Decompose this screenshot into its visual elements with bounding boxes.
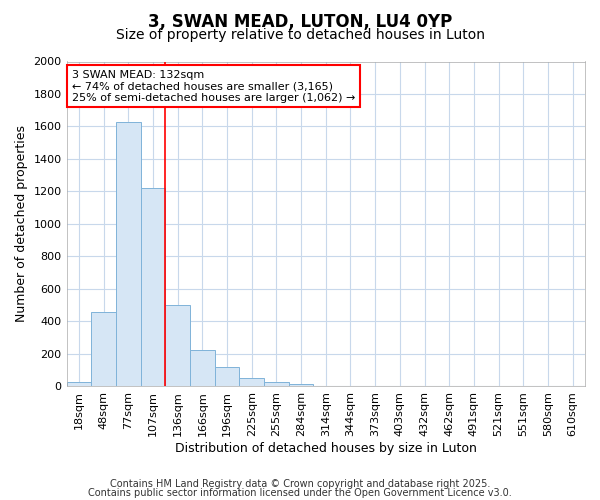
Text: Contains public sector information licensed under the Open Government Licence v3: Contains public sector information licen…	[88, 488, 512, 498]
Bar	[91, 312, 116, 386]
Bar	[190, 350, 215, 387]
Bar	[140, 188, 165, 386]
Bar	[165, 305, 190, 386]
Bar	[264, 382, 289, 386]
Bar	[239, 378, 264, 386]
Bar	[67, 382, 91, 386]
Text: Contains HM Land Registry data © Crown copyright and database right 2025.: Contains HM Land Registry data © Crown c…	[110, 479, 490, 489]
Text: Size of property relative to detached houses in Luton: Size of property relative to detached ho…	[115, 28, 485, 42]
X-axis label: Distribution of detached houses by size in Luton: Distribution of detached houses by size …	[175, 442, 477, 455]
Text: 3, SWAN MEAD, LUTON, LU4 0YP: 3, SWAN MEAD, LUTON, LU4 0YP	[148, 12, 452, 30]
Bar	[215, 367, 239, 386]
Y-axis label: Number of detached properties: Number of detached properties	[15, 126, 28, 322]
Bar	[116, 122, 140, 386]
Bar	[289, 384, 313, 386]
Text: 3 SWAN MEAD: 132sqm
← 74% of detached houses are smaller (3,165)
25% of semi-det: 3 SWAN MEAD: 132sqm ← 74% of detached ho…	[72, 70, 355, 103]
